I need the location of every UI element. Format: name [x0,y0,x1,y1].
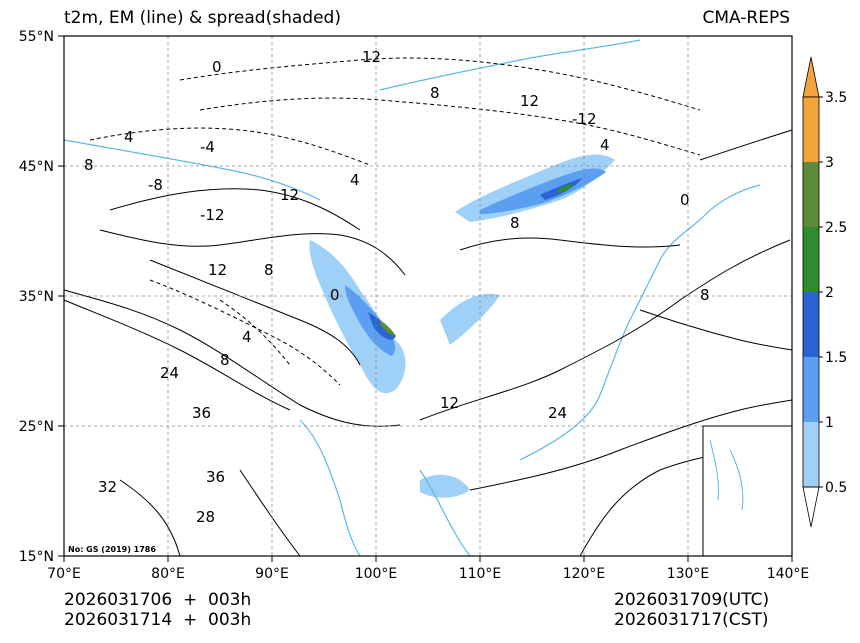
map-title: t2m, EM (line) & spread(shaded) [64,8,341,28]
colorbar-segment [803,227,819,292]
model-name: CMA-REPS [702,8,790,28]
contour-lines [63,129,793,557]
lat-label: 25°N [19,419,54,435]
contour-label-group: 12 8 12 -12 0 4 -4 8 -8 12 4 -12 8 12 4 … [84,48,710,526]
contour-label: 4 [350,171,360,189]
lat-label: 45°N [19,159,54,175]
contour-label: 36 [206,468,225,486]
contour-label: 12 [362,48,381,66]
colorbar-label: 1.5 [825,350,847,366]
colorbar-label: 3 [825,155,834,171]
colorbar-max-extension [802,56,820,98]
contour-label: 32 [98,478,117,496]
contour-label: 36 [192,404,211,422]
valid-time-block: 2026031709(UTC) 2026031717(CST) [614,590,769,630]
contour-label: 0 [680,191,690,209]
contour-label: 8 [430,84,440,102]
contour-label: 8 [700,286,710,304]
spread-shading [309,154,615,498]
valid-time-utc: 2026031709(UTC) [614,590,770,610]
inset-coast [709,439,744,511]
contour-label: 24 [160,364,179,382]
contour-label: 4 [242,328,252,346]
lon-label: 140°E [767,566,810,582]
colorbar-label: 2.5 [825,220,847,236]
contour-label: 24 [548,404,567,422]
contour-label: 4 [124,128,134,146]
valid-time-cst: 2026031717(CST) [614,610,769,630]
graticule [64,36,792,556]
contour-label: 12 [208,261,227,279]
colorbar-segment [803,162,819,227]
lon-label: 100°E [355,566,398,582]
lon-axis: 70°E 80°E 90°E 100°E 110°E 120°E 130°E 1… [47,556,809,582]
contour-label: 8 [84,156,94,174]
colorbar-label: 3.5 [825,90,847,106]
colorbar-min-extension [802,486,820,528]
init-time-cst: 2026031714 + 003h [64,610,252,630]
lat-axis: 55°N 45°N 35°N 25°N 15°N [19,29,64,565]
contour-label: 0 [212,58,222,76]
contour-label: 8 [220,351,230,369]
init-time-utc: 2026031706 + 003h [64,590,252,610]
lat-label: 15°N [19,549,54,565]
coastlines [63,39,761,557]
colorbar-segment [803,292,819,357]
colorbar-label: 1 [825,415,834,431]
colorbar-segment [803,357,819,422]
colorbar-segment [803,422,819,487]
lat-label: 55°N [19,29,54,45]
colorbar: 3.5 3 2.5 2 1.5 1 0.5 [802,56,847,528]
map-approval-note: No: GS (2019) 1786 [68,545,156,554]
contour-label: 8 [264,261,274,279]
contour-label: 12 [280,186,299,204]
lon-label: 90°E [255,566,289,582]
lon-label: 130°E [667,566,710,582]
contour-label: 12 [440,394,459,412]
contour-label: -12 [572,110,597,128]
contour-label: -12 [200,206,225,224]
lon-label: 120°E [563,566,606,582]
contour-label: 0 [330,286,340,304]
lon-label: 110°E [459,566,502,582]
contour-label: 12 [520,92,539,110]
contour-label: -8 [148,176,163,194]
colorbar-label: 2 [825,285,834,301]
contour-label: 8 [510,214,520,232]
colorbar-label: 0.5 [825,480,847,496]
negative-contours [89,57,701,386]
lon-label: 70°E [47,566,81,582]
colorbar-segment [803,97,819,162]
lat-label: 35°N [19,289,54,305]
contour-label: 28 [196,508,215,526]
lon-label: 80°E [151,566,185,582]
contour-label: -4 [200,138,215,156]
inset-map [702,425,793,557]
contour-label: 4 [600,136,610,154]
init-time-block: 2026031706 + 003h 2026031714 + 003h [64,590,251,630]
